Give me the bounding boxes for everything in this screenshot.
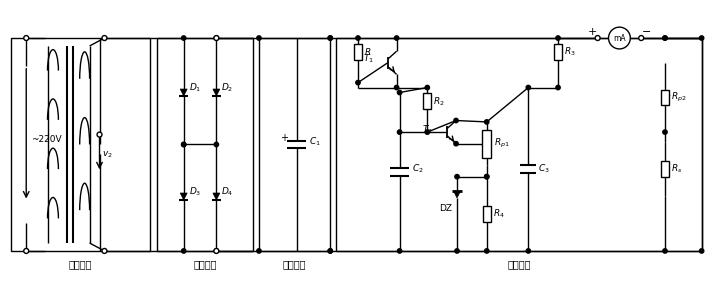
Circle shape (328, 36, 332, 40)
Text: 稳压电路: 稳压电路 (507, 259, 530, 269)
Circle shape (182, 142, 186, 147)
Circle shape (454, 141, 458, 146)
Circle shape (699, 249, 704, 253)
Circle shape (526, 85, 530, 90)
Text: 滤波电路: 滤波电路 (283, 259, 307, 269)
Text: +: + (279, 133, 288, 143)
Polygon shape (180, 89, 187, 96)
Circle shape (214, 249, 219, 253)
Polygon shape (453, 191, 461, 198)
Text: 整流电路: 整流电路 (193, 259, 217, 269)
Text: +: + (588, 27, 597, 37)
Text: $C_3$: $C_3$ (538, 163, 550, 175)
Circle shape (397, 130, 401, 134)
Text: $D_4$: $D_4$ (221, 185, 234, 198)
Circle shape (394, 85, 399, 90)
Circle shape (663, 36, 667, 40)
Text: $R_s$: $R_s$ (671, 163, 682, 175)
Circle shape (257, 249, 261, 253)
Text: $R_3$: $R_3$ (564, 46, 575, 58)
Text: $R_4$: $R_4$ (493, 208, 505, 220)
Text: $D_3$: $D_3$ (189, 185, 201, 198)
Circle shape (214, 142, 219, 147)
Circle shape (328, 249, 332, 253)
Circle shape (356, 80, 360, 85)
Circle shape (24, 249, 29, 253)
Text: $D_2$: $D_2$ (221, 81, 234, 94)
Circle shape (526, 249, 530, 253)
Circle shape (485, 174, 489, 179)
Circle shape (182, 142, 186, 147)
Text: −: − (642, 27, 651, 37)
Bar (259, 38, 330, 251)
Polygon shape (213, 89, 220, 96)
Bar (483, 206, 491, 222)
Circle shape (556, 85, 560, 90)
Text: $D_1$: $D_1$ (189, 81, 201, 94)
Circle shape (102, 36, 107, 40)
Bar (424, 94, 431, 109)
Circle shape (24, 36, 29, 40)
Text: $T_1$: $T_1$ (363, 52, 374, 65)
Circle shape (485, 120, 489, 124)
Text: $v_2$: $v_2$ (103, 149, 113, 160)
Circle shape (257, 36, 261, 40)
Circle shape (663, 130, 667, 134)
Text: $R_{p1}$: $R_{p1}$ (493, 137, 509, 150)
Text: ~220V: ~220V (31, 135, 62, 144)
Text: 降压电路: 降压电路 (69, 259, 93, 269)
Circle shape (595, 36, 600, 40)
Bar (337, 38, 702, 251)
Circle shape (455, 249, 459, 253)
Text: $R_{p2}$: $R_{p2}$ (671, 91, 687, 104)
Circle shape (328, 249, 332, 253)
Circle shape (182, 249, 186, 253)
Circle shape (397, 249, 401, 253)
Circle shape (214, 36, 219, 40)
Polygon shape (180, 193, 187, 200)
Bar (661, 90, 669, 105)
Circle shape (663, 249, 667, 253)
Text: $R_2$: $R_2$ (434, 95, 445, 108)
Circle shape (182, 36, 186, 40)
Circle shape (663, 36, 667, 40)
Text: $C_1$: $C_1$ (309, 135, 322, 148)
Circle shape (485, 174, 489, 179)
Circle shape (425, 130, 429, 134)
Circle shape (485, 249, 489, 253)
Circle shape (699, 36, 704, 40)
Text: $T_2$: $T_2$ (422, 124, 434, 136)
Bar (554, 44, 562, 60)
Text: DZ: DZ (439, 204, 452, 213)
Bar (482, 130, 491, 158)
Circle shape (394, 36, 399, 40)
Bar (157, 38, 253, 251)
Circle shape (356, 36, 360, 40)
Circle shape (425, 85, 429, 90)
Circle shape (214, 249, 219, 253)
Circle shape (214, 36, 219, 40)
Circle shape (102, 249, 107, 253)
Bar (354, 44, 362, 60)
Circle shape (397, 90, 401, 95)
Circle shape (97, 132, 102, 137)
Circle shape (454, 118, 458, 123)
Polygon shape (213, 193, 220, 200)
Text: mA: mA (613, 34, 626, 42)
Text: $R$: $R$ (364, 46, 371, 57)
Circle shape (455, 174, 459, 179)
Circle shape (556, 36, 560, 40)
Circle shape (639, 36, 644, 40)
Text: $C_2$: $C_2$ (412, 162, 424, 175)
Circle shape (328, 36, 332, 40)
Bar (661, 161, 669, 177)
Bar (11, 38, 150, 251)
Circle shape (608, 27, 630, 49)
